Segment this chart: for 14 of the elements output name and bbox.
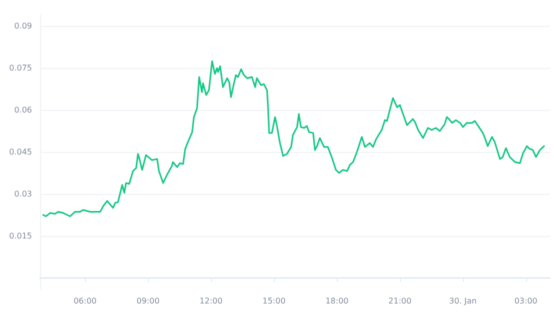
x-tick-label: 30. Jan <box>449 296 477 306</box>
x-tick-label: 15:00 <box>262 296 286 306</box>
y-tick-label: 0.03 <box>14 189 32 198</box>
x-tick-label: 18:00 <box>325 296 349 306</box>
x-tick-label: 03:00 <box>514 296 538 306</box>
y-tick-label: 0.015 <box>9 231 32 240</box>
x-tick-label: 21:00 <box>388 296 412 306</box>
y-tick-label: 0.045 <box>9 148 32 156</box>
x-tick-label: 09:00 <box>136 296 160 306</box>
y-tick-label: 0.09 <box>14 22 32 31</box>
x-tick-label: 12:00 <box>200 296 223 306</box>
x-tick-label: 06:00 <box>74 296 97 306</box>
y-tick-label: 0.075 <box>9 64 32 73</box>
y-tick-label: 0.06 <box>14 106 32 115</box>
